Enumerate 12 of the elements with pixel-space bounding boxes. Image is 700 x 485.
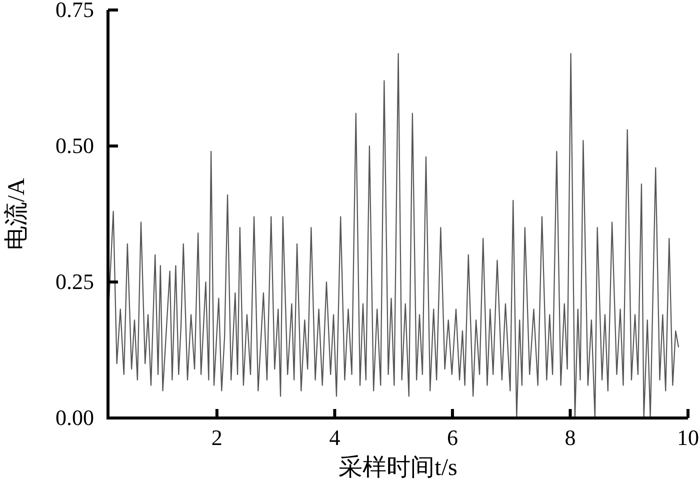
x-tick-label: 2 [211,425,222,450]
x-tick-label: 10 [677,425,699,450]
x-axis-title: 采样时间t/s [338,455,458,481]
x-tick-label: 6 [446,425,458,450]
y-tick-label: 0.50 [56,133,94,158]
line-series [107,52,680,419]
y-axis-title: 电流/A [3,177,30,250]
y-tick-label: 0.75 [56,0,94,22]
x-tick-label: 8 [564,425,576,450]
y-tick-label: 0.25 [56,269,94,294]
x-tick-label: 4 [329,425,340,450]
y-tick-label: 0.00 [56,405,94,430]
